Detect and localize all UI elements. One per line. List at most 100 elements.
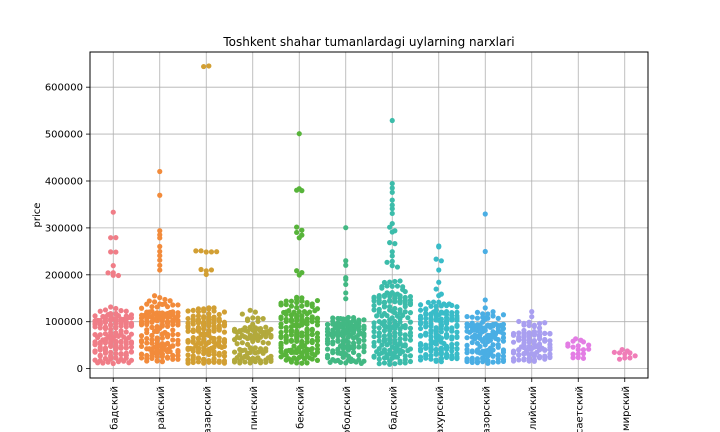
data-point [477, 331, 483, 337]
data-point [565, 343, 571, 349]
data-point [309, 316, 315, 322]
data-point [175, 310, 181, 316]
data-point [299, 338, 305, 345]
data-point [110, 263, 116, 269]
data-point [472, 323, 478, 329]
data-point [417, 307, 424, 313]
data-point [547, 338, 553, 344]
data-point [381, 360, 388, 366]
data-point [250, 338, 256, 344]
data-point [469, 359, 475, 366]
data-point [379, 350, 385, 356]
data-point [510, 350, 517, 356]
data-point [516, 335, 522, 342]
data-point [123, 313, 129, 319]
data-point [547, 330, 553, 337]
data-point [580, 351, 587, 357]
data-point [423, 331, 429, 337]
data-point [575, 347, 581, 353]
x-tick-label: бекский [295, 386, 306, 429]
data-point [570, 344, 576, 350]
data-point [417, 325, 424, 332]
data-point [167, 344, 173, 350]
data-point [387, 327, 393, 334]
data-point [423, 345, 429, 351]
data-point [423, 306, 429, 312]
data-point [436, 312, 442, 318]
data-point [118, 318, 124, 324]
data-point [278, 333, 284, 339]
data-point [118, 344, 124, 350]
data-point [343, 225, 349, 231]
data-point [397, 315, 403, 322]
data-point [521, 327, 527, 334]
data-point [260, 339, 266, 346]
data-point [216, 311, 222, 318]
data-point [387, 291, 393, 297]
data-point [430, 309, 437, 315]
data-point [335, 346, 341, 352]
data-point [299, 188, 305, 194]
data-point [381, 292, 388, 298]
data-point [110, 272, 116, 278]
data-point [102, 314, 109, 320]
data-point [175, 331, 181, 338]
data-point [304, 311, 310, 317]
data-point [379, 285, 385, 291]
data-point [467, 329, 473, 335]
data-point [257, 360, 264, 366]
data-point [480, 311, 486, 317]
data-point [299, 303, 305, 309]
data-point [294, 268, 300, 274]
data-point [144, 355, 150, 362]
y-tick-label: 300000 [45, 223, 83, 234]
data-point [242, 359, 248, 365]
data-point [296, 309, 302, 315]
data-point [402, 353, 408, 359]
data-point [371, 307, 377, 313]
data-point [482, 335, 488, 341]
data-point [474, 315, 481, 321]
data-point [500, 349, 507, 355]
x-tick-label: саетский [574, 386, 585, 432]
data-point [108, 354, 114, 360]
data-point [337, 359, 344, 366]
data-point [265, 330, 271, 336]
data-point [296, 131, 302, 137]
data-point [234, 355, 240, 361]
data-point [337, 350, 344, 357]
data-point [185, 352, 191, 358]
data-point [167, 309, 173, 316]
data-point [343, 296, 349, 302]
x-tick-label: бадский [109, 386, 120, 430]
data-point [244, 317, 251, 324]
data-point [392, 333, 398, 339]
data-point [547, 351, 553, 357]
data-point [526, 358, 532, 364]
data-point [263, 324, 269, 330]
data-point [138, 333, 145, 339]
data-point [397, 336, 403, 342]
data-point [250, 315, 256, 321]
data-point [244, 328, 251, 334]
data-point [255, 349, 261, 355]
data-point [376, 325, 382, 331]
data-point [157, 315, 163, 321]
data-points [92, 63, 638, 367]
data-point [121, 358, 127, 364]
data-point [294, 224, 300, 230]
data-point [151, 293, 158, 299]
data-point [198, 341, 204, 347]
data-point [128, 349, 135, 355]
data-point [108, 341, 114, 347]
data-point [291, 349, 297, 355]
data-point [449, 312, 455, 318]
data-point [454, 334, 460, 341]
data-point [288, 298, 295, 304]
data-point [115, 333, 122, 339]
data-point [521, 332, 527, 338]
data-point [170, 352, 176, 359]
data-point [454, 341, 460, 347]
data-point [301, 348, 308, 354]
data-point [337, 331, 344, 337]
